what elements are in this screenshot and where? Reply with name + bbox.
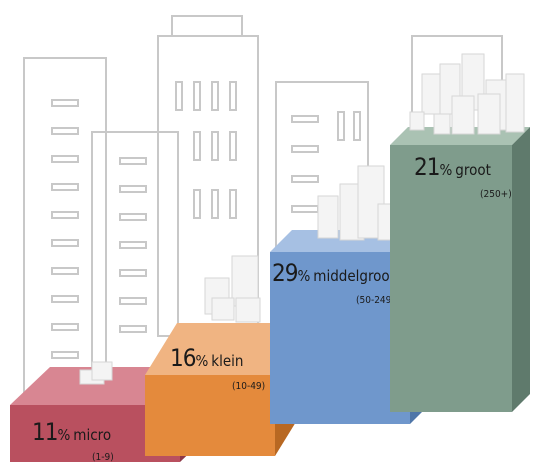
percent-sign: %	[57, 426, 70, 444]
block: 21% groot (250+)	[390, 53, 530, 412]
block-front	[145, 375, 275, 456]
size-range: (10-49)	[232, 381, 265, 392]
block-label: 21% groot	[414, 153, 491, 181]
block-side	[512, 127, 530, 412]
tower	[91, 361, 113, 381]
size-range: (50-249)	[356, 295, 395, 306]
tower	[409, 111, 425, 131]
block-label: 16% klein	[170, 344, 243, 372]
percent-value: 21	[414, 153, 439, 181]
percent-value: 11	[32, 418, 57, 446]
block-front	[390, 145, 512, 412]
size-range: (250+)	[480, 189, 512, 200]
tower	[235, 297, 261, 323]
size-label: klein	[211, 352, 243, 370]
percent-sign: %	[195, 352, 208, 370]
percent-value: 16	[170, 344, 196, 372]
tower	[477, 93, 501, 135]
percent-value: 29	[272, 259, 298, 287]
tower	[451, 95, 475, 135]
size-range: (1-9)	[92, 452, 114, 463]
block-top	[145, 323, 307, 375]
size-label: middelgroot	[313, 267, 395, 285]
tower	[421, 73, 443, 115]
block-front	[270, 252, 410, 424]
block-label: 29% middelgroot	[272, 259, 395, 287]
block-label: 11% micro	[32, 418, 111, 446]
percent-sign: %	[297, 267, 310, 285]
tower	[211, 297, 235, 321]
tower	[317, 195, 339, 239]
tower	[433, 113, 451, 135]
size-label: micro	[73, 426, 111, 444]
size-label: groot	[455, 161, 491, 179]
tower	[505, 73, 525, 133]
blocks: 11% micro(1-9)16% klein(10-49)29% middelgro…	[10, 53, 530, 463]
percent-sign: %	[439, 161, 452, 179]
